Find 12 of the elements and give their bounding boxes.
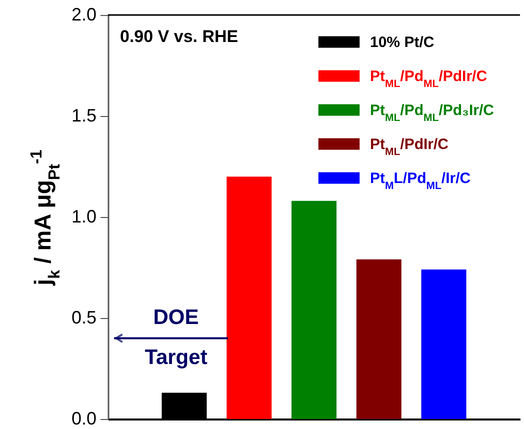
y-tick-label: 2.0 (71, 4, 96, 24)
legend-label: 10% Pt/C (370, 34, 434, 51)
ref-line-label: DOE Target (144, 306, 208, 370)
y-tick-label: 1.0 (71, 206, 96, 226)
legend-label: Pt$_{ML}$/Pd$_{ML}$/PdIr/C (370, 68, 488, 90)
legend-label: Pt$_{ML}$/Pd$_{ML}$/Pd₃Ir/C (370, 102, 494, 124)
legend-label: Pt$_{M}$L/Pd$_{ML}$/Ir/C (370, 170, 471, 192)
y-tick-label: 0.5 (71, 308, 96, 328)
y-tick-label: 0.0 (71, 408, 96, 428)
y-tick-label: 1.5 (71, 106, 96, 126)
legend-label: Pt$_{ML}$/PdIr/C (370, 136, 449, 158)
annotation: 0.90 V vs. RHE (120, 27, 238, 46)
